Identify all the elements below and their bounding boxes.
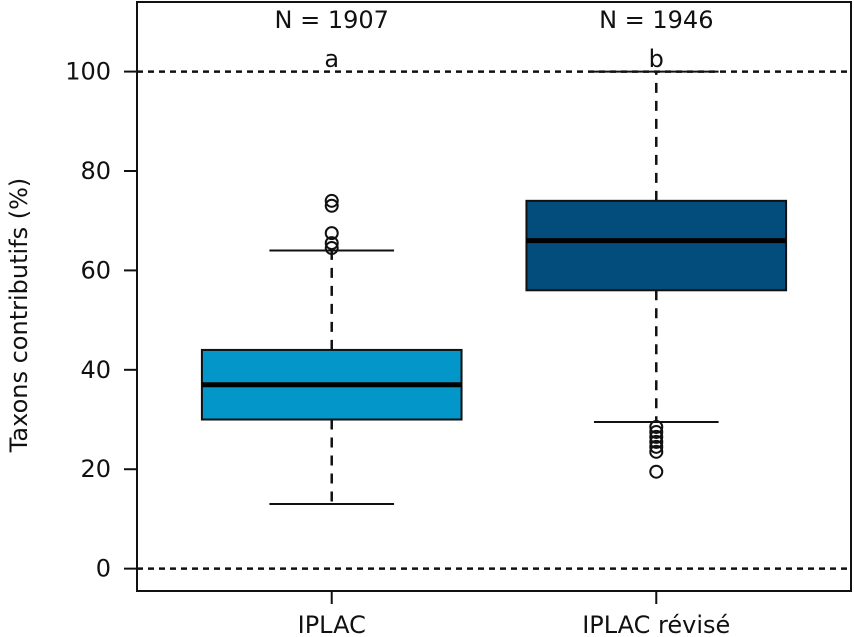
- annotations: N = 1907 a N = 1946 b: [275, 6, 714, 73]
- y-tick-label: 60: [80, 256, 111, 284]
- outlier-point: [649, 434, 664, 449]
- y-tick-label: 80: [80, 157, 111, 185]
- y-axis: 0 20 40 60 80 100: [65, 58, 137, 583]
- box-2: [525, 70, 788, 479]
- plot-frame: [136, 1, 852, 592]
- y-axis-label: Taxons contributifs (%): [5, 178, 33, 454]
- outlier-point: [649, 429, 664, 444]
- y-tick-label: 0: [96, 555, 111, 583]
- outlier-point: [649, 444, 664, 459]
- group-letter: a: [324, 45, 339, 73]
- outlier-point: [324, 241, 339, 256]
- y-tick-label: 40: [80, 356, 111, 384]
- group-letter: b: [649, 45, 664, 73]
- box-1: [200, 193, 463, 506]
- outlier-point: [324, 226, 339, 241]
- reference-lines: [137, 70, 851, 570]
- outlier-point: [649, 439, 664, 454]
- y-tick-label: 20: [80, 455, 111, 483]
- y-tick-label: 100: [65, 58, 111, 86]
- x-tick-label: IPLAC: [298, 611, 366, 637]
- outlier-point: [324, 236, 339, 251]
- outlier-point: [649, 464, 664, 479]
- n-label: N = 1946: [599, 6, 713, 34]
- boxes: [200, 70, 788, 506]
- outlier-point: [649, 424, 664, 439]
- x-tick-label: IPLAC révisé: [582, 611, 730, 637]
- n-label: N = 1907: [275, 6, 389, 34]
- iqr-box: [525, 199, 788, 292]
- outlier-point: [324, 198, 339, 213]
- outlier-point: [649, 419, 664, 434]
- x-axis: IPLAC IPLAC révisé: [298, 591, 730, 637]
- outlier-point: [324, 193, 339, 208]
